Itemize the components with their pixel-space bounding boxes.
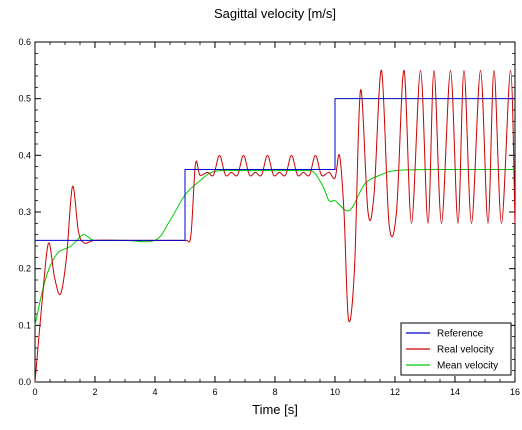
x-tick-label: 12 <box>390 387 400 397</box>
legend-label-mean-velocity: Mean velocity <box>437 361 498 372</box>
x-axis-label: Time [s] <box>252 402 298 417</box>
y-tick-label: 0.0 <box>18 377 31 387</box>
x-tick-label: 10 <box>330 387 340 397</box>
x-tick-label: 14 <box>450 387 460 397</box>
x-tick-label: 4 <box>152 387 157 397</box>
y-tick-label: 0.6 <box>18 37 31 47</box>
x-tick-label: 0 <box>32 387 37 397</box>
reference-line <box>35 98 515 241</box>
legend-label-real-velocity: Real velocity <box>437 345 494 356</box>
series-layer <box>34 69 516 383</box>
legend-box <box>400 322 512 376</box>
x-tick-label: 6 <box>212 387 217 397</box>
legend: Reference Real velocity Mean velocity <box>400 322 512 376</box>
y-tick-label: 0.4 <box>18 150 31 160</box>
mean-velocity-line <box>34 168 515 326</box>
chart-title: Sagittal velocity [m/s] <box>214 6 336 21</box>
x-tick-label: 16 <box>510 387 520 397</box>
y-tick-label: 0.2 <box>18 264 31 274</box>
y-tick-label: 0.1 <box>18 320 31 330</box>
x-tick-label: 2 <box>92 387 97 397</box>
axes: 0 2 4 6 8 10 12 14 16 0.0 0.1 0.2 0.3 0.4 0.5 0.6 <box>18 37 520 397</box>
y-tick-label: 0.3 <box>18 207 31 217</box>
y-tick-label: 0.5 <box>18 94 31 104</box>
x-tick-label: 8 <box>272 387 277 397</box>
legend-label-reference: Reference <box>437 329 484 340</box>
